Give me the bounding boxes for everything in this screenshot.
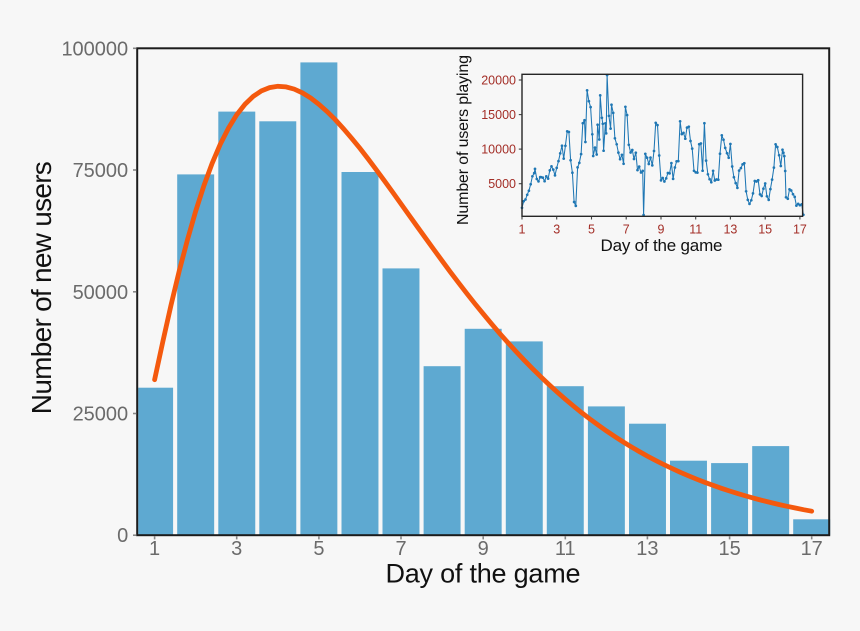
svg-text:3: 3 [231,538,242,560]
svg-text:75000: 75000 [73,160,129,182]
svg-text:11: 11 [555,538,576,560]
svg-text:20000: 20000 [481,73,516,87]
svg-text:7: 7 [395,538,406,560]
svg-text:1: 1 [519,223,526,237]
svg-text:13: 13 [723,223,737,237]
svg-text:17: 17 [793,223,807,237]
svg-text:9: 9 [478,538,489,560]
svg-text:10000: 10000 [481,142,516,156]
svg-text:11: 11 [689,223,702,237]
svg-text:Number of users playing: Number of users playing [455,55,472,225]
svg-text:17: 17 [801,538,823,560]
svg-text:100000: 100000 [61,38,128,60]
svg-text:9: 9 [658,223,665,237]
svg-text:15: 15 [758,223,772,237]
svg-text:5: 5 [588,223,595,237]
svg-text:15000: 15000 [481,108,516,122]
svg-text:25000: 25000 [73,404,129,426]
svg-text:5: 5 [313,538,324,560]
svg-text:Number of new users: Number of new users [26,161,57,414]
svg-text:15: 15 [718,538,740,560]
svg-text:13: 13 [636,538,658,560]
svg-text:1: 1 [149,538,160,560]
svg-text:0: 0 [117,525,128,547]
svg-text:Day of the game: Day of the game [386,558,581,588]
svg-text:50000: 50000 [73,282,129,304]
svg-text:Day of the game: Day of the game [601,236,723,255]
svg-text:3: 3 [553,223,560,237]
svg-text:5000: 5000 [488,177,516,191]
svg-text:7: 7 [623,223,630,237]
